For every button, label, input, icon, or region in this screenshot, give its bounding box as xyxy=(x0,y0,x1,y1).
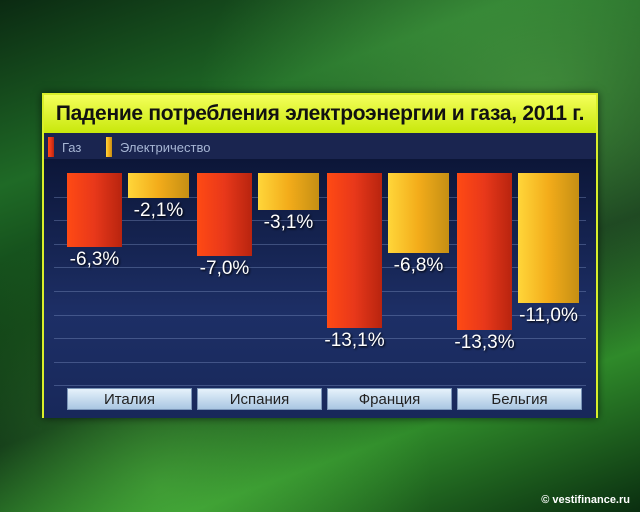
gridline xyxy=(54,220,586,222)
data-label: -3,1% xyxy=(263,211,314,233)
legend-label-electricity: Электричество xyxy=(120,139,211,155)
data-label: -6,8% xyxy=(393,255,444,277)
data-label: -2,1% xyxy=(133,199,184,221)
electricity-bar xyxy=(388,173,449,254)
category-label: Испания xyxy=(197,388,322,410)
electricity-bar xyxy=(518,173,579,303)
category-label: Бельгия xyxy=(457,388,582,410)
gridline xyxy=(54,243,586,245)
plot-area: -6,3% -2,1% Италия -7,0% -3,1% Испания -13,1% -… xyxy=(44,159,596,418)
data-label: -13,1% xyxy=(324,329,385,351)
gridline xyxy=(54,196,586,198)
gridline xyxy=(54,361,586,363)
legend: Газ Электричество xyxy=(44,135,596,157)
gridline xyxy=(54,314,586,316)
gas-bar xyxy=(457,173,512,330)
gridline xyxy=(54,338,586,340)
gas-bar xyxy=(67,173,122,248)
watermark: © vestifinance.ru xyxy=(541,494,630,506)
gas-bar xyxy=(197,173,252,256)
electricity-bar xyxy=(128,173,189,198)
gridline xyxy=(54,291,586,292)
gridline xyxy=(54,385,586,387)
data-label: -13,3% xyxy=(454,331,515,353)
gas-bar xyxy=(327,173,382,328)
chart-title: Падение потребления электроэнергии и газ… xyxy=(44,95,596,133)
category-label: Франция xyxy=(327,388,452,410)
legend-swatch-gas xyxy=(48,137,54,157)
legend-swatch-electricity xyxy=(106,137,112,157)
category-label: Италия xyxy=(67,388,192,410)
data-label: -6,3% xyxy=(69,249,120,271)
gridline xyxy=(54,267,586,269)
data-label: -7,0% xyxy=(199,257,250,279)
legend-label-gas: Газ xyxy=(62,139,82,155)
data-label: -11,0% xyxy=(519,304,578,326)
legend-item-gas: Газ xyxy=(48,137,81,157)
chart-panel: Падение потребления электроэнергии и газ… xyxy=(42,93,598,418)
legend-item-electricity: Электричество xyxy=(106,137,210,157)
electricity-bar xyxy=(258,173,319,210)
